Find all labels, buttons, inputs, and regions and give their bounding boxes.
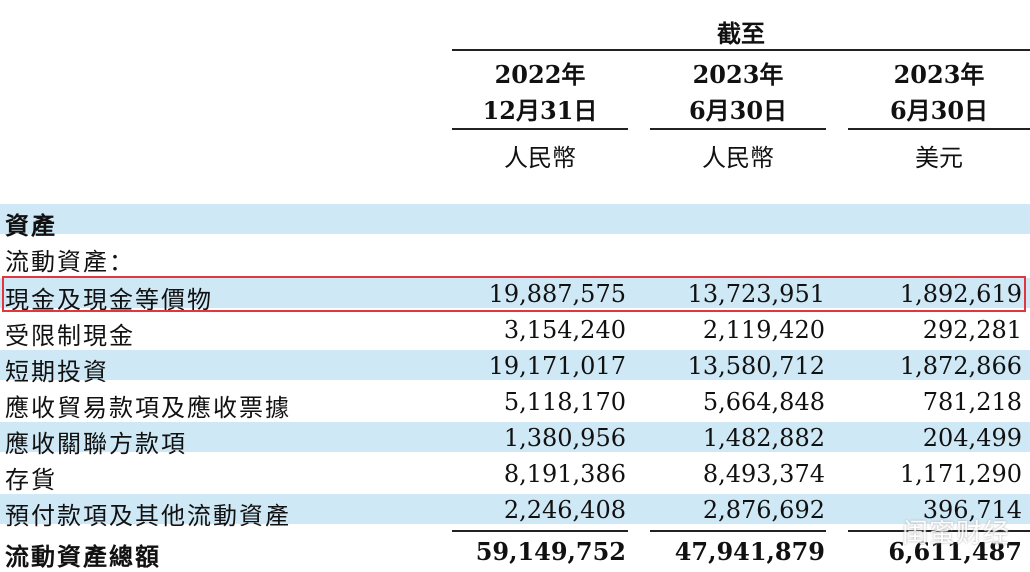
total-row: 流動資產總額 59,149,752 47,941,879 6,611,487 bbox=[0, 535, 1030, 571]
value-2023-06-30-usd: 1,892,619 bbox=[899, 280, 1022, 308]
value-2022-12-31: 5,118,170 bbox=[503, 388, 626, 416]
total-label: 流動資產總額 bbox=[5, 542, 161, 571]
total-2023-06-30-rmb: 47,941,879 bbox=[674, 537, 825, 566]
value-2022-12-31: 1,380,956 bbox=[503, 424, 626, 452]
currency-label: 人民幣 bbox=[702, 144, 774, 172]
subtotal-rule-1 bbox=[452, 530, 628, 532]
table-row: 預付款項及其他流動資產 2,246,408 2,876,692 396,714 bbox=[0, 494, 1030, 530]
value-2023-06-30-usd: 781,218 bbox=[922, 388, 1022, 416]
row-band bbox=[0, 204, 1030, 234]
row-label: 存貨 bbox=[5, 466, 57, 494]
value-2023-06-30-rmb: 5,664,848 bbox=[702, 388, 825, 416]
as-of-header: 截至 bbox=[717, 19, 765, 48]
value-2023-06-30-rmb: 1,482,882 bbox=[702, 424, 825, 452]
row-band bbox=[0, 422, 1030, 452]
subtotal-rule-3 bbox=[848, 530, 1030, 532]
column-header-3: 2023年 6月30日 bbox=[848, 57, 1030, 129]
row-label: 應收貿易款項及應收票據 bbox=[5, 394, 291, 422]
column-year: 2023年 bbox=[692, 60, 784, 89]
column-year: 2023年 bbox=[893, 60, 985, 89]
value-2022-12-31: 19,171,017 bbox=[488, 352, 626, 380]
subsection-title-row: 流動資產： bbox=[0, 240, 1030, 276]
value-2023-06-30-usd: 396,714 bbox=[922, 496, 1022, 524]
row-label: 應收關聯方款項 bbox=[5, 430, 187, 458]
row-label: 短期投資 bbox=[5, 358, 109, 386]
column-header-2: 2023年 6月30日 bbox=[650, 57, 826, 129]
section-title: 資產 bbox=[5, 211, 57, 240]
header-rule bbox=[452, 49, 1030, 51]
value-2023-06-30-rmb: 13,723,951 bbox=[687, 280, 825, 308]
watermark: 闺蜜财经 bbox=[901, 519, 1010, 549]
value-2023-06-30-rmb: 13,580,712 bbox=[687, 352, 825, 380]
subsection-title: 流動資產： bbox=[5, 248, 135, 276]
value-2023-06-30-usd: 292,281 bbox=[922, 316, 1022, 344]
row-band bbox=[0, 278, 1030, 308]
column-rule-1 bbox=[452, 128, 628, 130]
table-row: 應收貿易款項及應收票據 5,118,170 5,664,848 781,218 bbox=[0, 386, 1030, 422]
column-year: 2022年 bbox=[494, 60, 586, 89]
row-label: 受限制現金 bbox=[5, 322, 135, 350]
row-band bbox=[0, 350, 1030, 380]
table-row: 應收關聯方款項 1,380,956 1,482,882 204,499 bbox=[0, 422, 1030, 458]
table-row: 短期投資 19,171,017 13,580,712 1,872,866 bbox=[0, 350, 1030, 386]
value-2023-06-30-usd: 1,872,866 bbox=[899, 352, 1022, 380]
total-2022-12-31: 59,149,752 bbox=[475, 537, 626, 566]
value-2023-06-30-usd: 204,499 bbox=[922, 424, 1022, 452]
value-2022-12-31: 3,154,240 bbox=[503, 316, 626, 344]
value-2022-12-31: 8,191,386 bbox=[503, 460, 626, 488]
value-2023-06-30-rmb: 2,876,692 bbox=[702, 496, 825, 524]
value-2023-06-30-usd: 1,171,290 bbox=[899, 460, 1022, 488]
column-rule-2 bbox=[650, 128, 826, 130]
subtotal-rule-2 bbox=[650, 530, 826, 532]
total-2023-06-30-usd: 6,611,487 bbox=[888, 537, 1022, 566]
section-title-row: 資產 bbox=[0, 204, 1030, 240]
highlight-box bbox=[2, 276, 1026, 312]
table-row: 受限制現金 3,154,240 2,119,420 292,281 bbox=[0, 314, 1030, 350]
row-label: 現金及現金等價物 bbox=[5, 286, 213, 314]
column-date: 6月30日 bbox=[889, 96, 989, 125]
column-rule-3 bbox=[848, 128, 1030, 130]
value-2023-06-30-rmb: 2,119,420 bbox=[702, 316, 825, 344]
currency-label: 人民幣 bbox=[504, 144, 576, 172]
currency-label: 美元 bbox=[915, 144, 963, 172]
column-date: 6月30日 bbox=[688, 96, 788, 125]
value-2023-06-30-rmb: 8,493,374 bbox=[702, 460, 825, 488]
row-label: 預付款項及其他流動資產 bbox=[5, 502, 291, 530]
column-header-1: 2022年 12月31日 bbox=[452, 57, 628, 129]
row-band bbox=[0, 494, 1030, 524]
table-row: 存貨 8,191,386 8,493,374 1,171,290 bbox=[0, 458, 1030, 494]
value-2022-12-31: 2,246,408 bbox=[503, 496, 626, 524]
column-date: 12月31日 bbox=[482, 96, 598, 125]
value-2022-12-31: 19,887,575 bbox=[488, 280, 626, 308]
table-row: 現金及現金等價物 19,887,575 13,723,951 1,892,619 bbox=[0, 278, 1030, 314]
